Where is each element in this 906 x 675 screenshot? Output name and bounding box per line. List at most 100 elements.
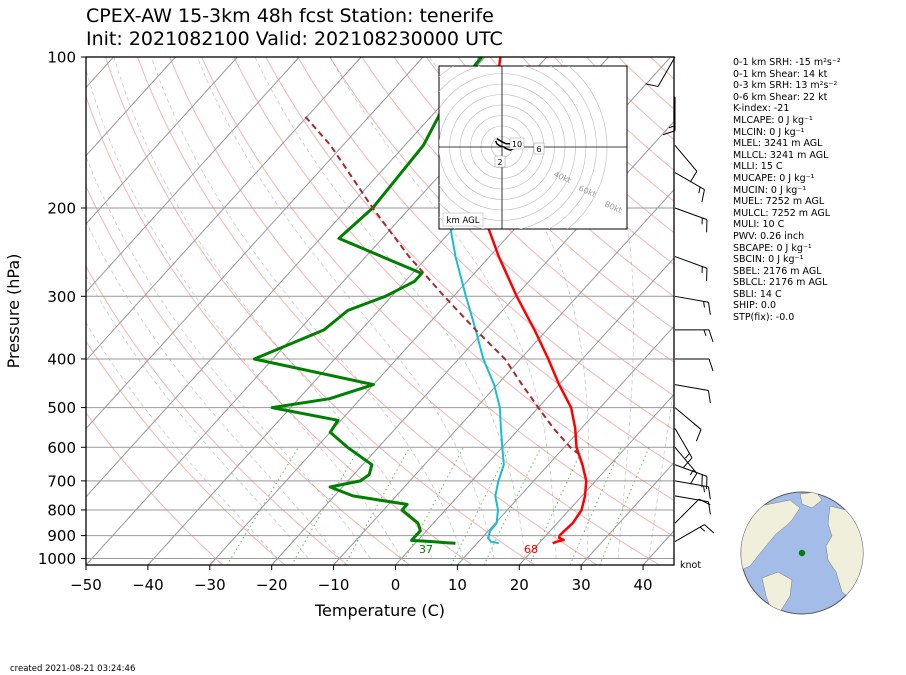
barb-flag	[689, 473, 698, 485]
moist-adiabat	[86, 220, 340, 559]
surface-temperature-label: 68	[524, 543, 538, 556]
barb-half	[703, 329, 707, 337]
y-tick-label: 900	[47, 527, 76, 545]
wind-barb	[674, 480, 711, 500]
chart-title-line2: Init: 2021082100 Valid: 202108230000 UTC	[86, 28, 503, 50]
hodograph-height-unit: km AGL	[447, 216, 480, 226]
barb-flag	[707, 390, 711, 404]
wind-barb	[675, 329, 714, 343]
index-line: SBLCL: 2176 m AGL	[733, 277, 828, 289]
barb-staff	[674, 446, 698, 474]
index-line: PWV: 0.26 inch	[733, 230, 805, 242]
hodograph-height-label: 6	[533, 142, 545, 155]
index-line: MULCL: 7252 m AGL	[733, 207, 831, 219]
x-tick-label: −50	[70, 576, 102, 594]
height-label-text: 10	[512, 140, 522, 149]
dry-adiabat	[457, 57, 674, 265]
index-line: SBCAPE: 0 J kg⁻¹	[733, 242, 812, 254]
isotherm	[86, 57, 362, 362]
plot-frame	[85, 56, 675, 566]
barb-flag	[708, 358, 714, 372]
globe-land	[741, 492, 863, 613]
barb-staff	[674, 480, 709, 488]
barb-staff	[674, 172, 705, 191]
dry-adiabat	[86, 95, 474, 565]
barb-half	[698, 186, 701, 194]
hodograph-height-label: 2	[494, 155, 506, 168]
barb-staff	[674, 524, 705, 543]
index-line: STP(fix): -0.0	[733, 312, 795, 324]
wind-barb	[675, 358, 714, 372]
barb-staff	[674, 495, 709, 503]
index-line: 0-3 km SRH: 13 m²s⁻²	[733, 80, 838, 92]
dry-adiabat	[329, 57, 674, 397]
x-tick-label: 0	[391, 576, 401, 594]
moist-adiabat	[329, 57, 557, 559]
dry-adiabat	[233, 57, 674, 501]
x-tick-label: −10	[318, 576, 350, 594]
hodograph-frame	[438, 65, 628, 230]
dry-adiabat	[86, 340, 286, 565]
index-line: MUEL: 7252 m AGL	[733, 196, 825, 208]
plot-series	[252, 57, 588, 545]
moist-adiabat	[86, 68, 402, 559]
barb-staff	[674, 295, 709, 303]
plot-grid	[86, 57, 674, 565]
mixing-ratio-line	[291, 447, 361, 565]
index-line: MLCAPE: 0 J kg⁻¹	[733, 114, 813, 126]
moist-adiabat	[86, 155, 371, 559]
x-tick-label: −20	[256, 576, 288, 594]
moist-adiabat	[86, 322, 278, 559]
y-tick-label: 700	[47, 472, 76, 490]
barb-staff	[657, 56, 676, 87]
isotherm	[86, 57, 424, 430]
wind-barbs	[645, 56, 715, 543]
index-line: SBEL: 2176 m AGL	[733, 265, 822, 277]
barb-flag	[645, 83, 659, 87]
barb-flag	[707, 302, 711, 315]
wind-barb	[674, 207, 708, 233]
barb-flag	[662, 130, 676, 136]
isotherm	[395, 257, 674, 565]
station-marker	[798, 549, 806, 557]
index-line: SBCIN: 0 J kg⁻¹	[733, 254, 804, 266]
location-globe	[740, 491, 864, 615]
barb-staff	[674, 207, 708, 221]
mixing-ratio-line	[226, 447, 299, 565]
dry-adiabat	[86, 412, 224, 565]
dry-adiabat	[425, 57, 674, 298]
x-tick-label: −40	[132, 576, 164, 594]
isotherm	[86, 57, 238, 225]
land-north-america	[741, 499, 801, 571]
height-label-text: 2	[497, 158, 502, 167]
dry-adiabat	[86, 185, 411, 565]
land-south-america	[761, 571, 793, 613]
barb-flag	[695, 429, 702, 442]
barb-half	[699, 526, 706, 532]
y-tick-label: 600	[47, 439, 76, 457]
wind-barb	[674, 407, 702, 442]
height-label-box	[533, 142, 545, 155]
y-axis-label: Pressure (hPa)	[4, 254, 23, 369]
index-line: MLLCL: 3241 m AGL	[733, 149, 829, 161]
moist-adiabat	[254, 57, 526, 559]
plot-axes: −50 −40 −30 −20 −10 0 10 20 30 40 100 200 300 400 500 6…	[38, 49, 675, 594]
dry-adiabat	[297, 57, 674, 431]
wind-barb	[674, 524, 715, 543]
barb-flag	[708, 329, 714, 343]
dry-adiabat	[393, 57, 674, 330]
y-tick-label: 200	[47, 199, 76, 217]
moist-adiabat	[196, 57, 495, 559]
x-tick-label: −30	[194, 576, 226, 594]
wind-barb	[674, 384, 711, 404]
isotherm	[333, 188, 674, 565]
y-tick-label: 500	[47, 399, 76, 417]
mixing-ratio-line	[344, 447, 411, 565]
wind-barb	[674, 144, 698, 183]
dry-adiabat	[137, 57, 599, 565]
isotherm	[456, 325, 674, 565]
wind-barb	[674, 464, 708, 490]
y-tick-label: 800	[47, 501, 76, 519]
y-tick-label: 300	[47, 288, 76, 306]
